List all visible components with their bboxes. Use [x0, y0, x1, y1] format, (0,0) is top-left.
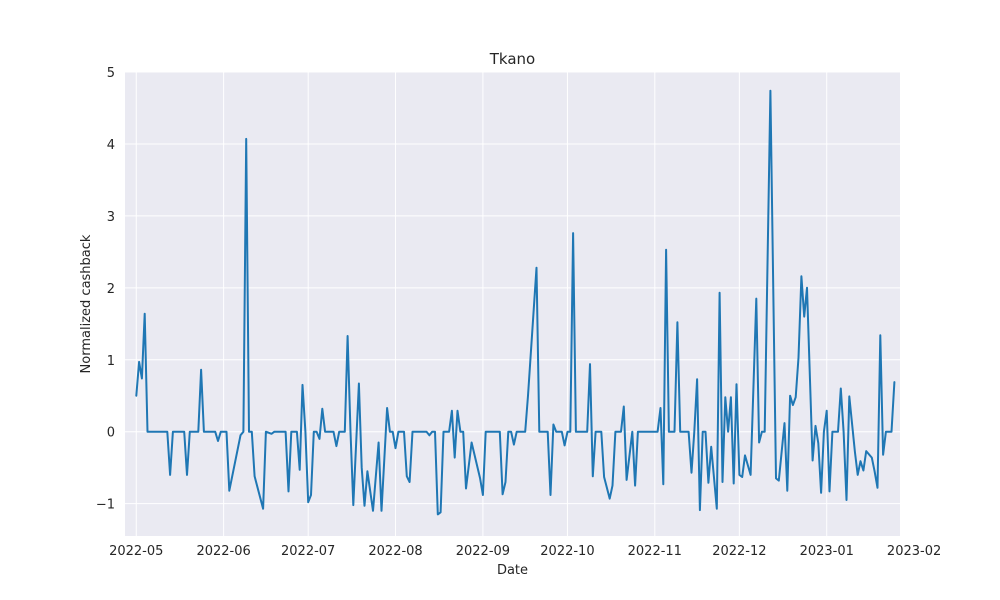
plot-area	[125, 72, 900, 536]
x-tick-label: 2022-11	[628, 544, 682, 559]
y-tick-label: 0	[107, 426, 115, 441]
grid-lines	[125, 71, 915, 536]
y-tick-label: 1	[107, 354, 115, 369]
x-tick-label: 2022-12	[712, 544, 766, 559]
y-tick-label: 2	[107, 282, 115, 297]
x-tick-label: 2023-01	[800, 544, 854, 559]
y-tick-label: 3	[107, 210, 115, 225]
y-tick-labels: −1 0 1 2 3 4 5	[96, 66, 115, 513]
y-tick-label: 5	[107, 66, 115, 81]
chart-title: Tkano	[489, 50, 535, 68]
x-tick-label: 2022-05	[109, 544, 163, 559]
x-tick-label: 2022-07	[281, 544, 335, 559]
cashback-series-line	[135, 89, 896, 516]
y-axis-label: Normalized cashback	[79, 234, 94, 373]
x-tick-label: 2022-08	[368, 544, 422, 559]
y-tick-label: 4	[107, 138, 115, 153]
x-tick-label: 2022-10	[540, 544, 594, 559]
x-tick-labels: 2022-05 2022-06 2022-07 2022-08 2022-09 2022-…	[109, 544, 941, 559]
x-tick-label: 2022-06	[196, 544, 250, 559]
x-tick-label: 2023-02	[887, 544, 941, 559]
y-tick-label: −1	[96, 498, 115, 513]
x-axis-label: Date	[497, 563, 528, 578]
x-tick-label: 2022-09	[456, 544, 510, 559]
